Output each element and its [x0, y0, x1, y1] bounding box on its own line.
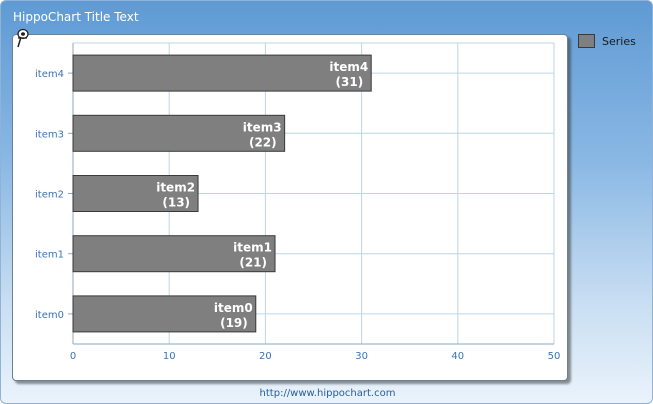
- legend-label: Series: [602, 34, 636, 48]
- bar: [72, 295, 257, 333]
- footer-link[interactable]: http://www.hippochart.com: [259, 388, 396, 399]
- x-tick-label: 10: [163, 351, 176, 362]
- data-label-value: (21): [239, 256, 267, 270]
- data-label-name: item1: [233, 241, 272, 255]
- y-tick-label: item0: [35, 310, 64, 321]
- x-tick-label: 40: [451, 351, 464, 362]
- bar: [72, 235, 276, 273]
- data-label-name: item0: [214, 301, 253, 315]
- pushpin-icon[interactable]: [14, 28, 30, 50]
- y-tick-label: item3: [35, 129, 64, 140]
- data-label-value: (31): [336, 75, 364, 89]
- y-tick-label: item4: [35, 69, 64, 80]
- x-tick-label: 30: [355, 351, 368, 362]
- legend: Series: [578, 34, 636, 48]
- data-label-value: (13): [162, 196, 190, 210]
- chart-title: HippoChart Title Text: [13, 10, 139, 24]
- x-tick-label: 20: [259, 351, 272, 362]
- x-tick-label: 0: [70, 351, 76, 362]
- y-tick-label: item1: [35, 250, 64, 261]
- x-tick-label: 50: [548, 351, 561, 362]
- data-label-name: item3: [243, 120, 282, 134]
- bar: [72, 175, 199, 212]
- data-label-value: (22): [249, 135, 277, 149]
- bar: [72, 54, 372, 92]
- y-tick-label: item2: [35, 190, 64, 201]
- legend-swatch: [578, 34, 595, 48]
- data-label-name: item2: [156, 181, 195, 195]
- data-label-value: (19): [220, 316, 248, 330]
- bar: [72, 114, 286, 152]
- data-label-name: item4: [329, 60, 368, 74]
